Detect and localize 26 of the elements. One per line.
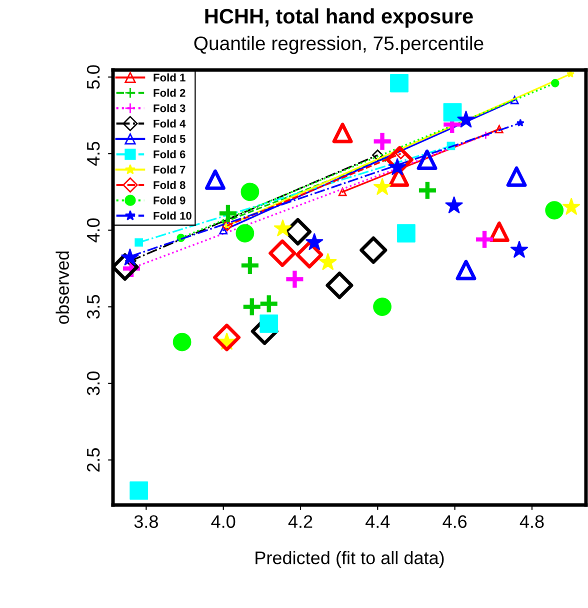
x-tick-label: 3.8 xyxy=(134,515,158,528)
legend-label: Fold 10 xyxy=(154,212,192,220)
y-axis-title: observed xyxy=(56,252,69,324)
y-tick-label: 5.0 xyxy=(86,65,100,89)
legend-label: Fold 1 xyxy=(154,73,186,82)
chart-subtitle: Quantile regression, 75.percentile xyxy=(194,36,484,54)
chart-title: HCHH, total hand exposure xyxy=(205,8,473,28)
y-tick-label: 2.5 xyxy=(86,448,100,472)
legend-label: Fold 8 xyxy=(154,180,186,189)
legend-label: Fold 5 xyxy=(154,134,186,143)
legend-label: Fold 9 xyxy=(154,196,186,204)
x-tick-label: 4.4 xyxy=(366,515,390,528)
legend-label: Fold 7 xyxy=(154,165,186,174)
y-tick-label: 4.0 xyxy=(86,218,100,242)
y-tick-label: 3.5 xyxy=(86,295,100,319)
x-axis-title: Predicted (fit to all data) xyxy=(256,551,444,568)
x-tick-label: 4.8 xyxy=(520,515,544,528)
legend-label: Fold 6 xyxy=(154,150,186,158)
legend-label: Fold 2 xyxy=(154,88,186,97)
y-tick-label: 4.5 xyxy=(87,142,100,166)
x-tick-label: 4.2 xyxy=(288,515,312,528)
legend-label: Fold 3 xyxy=(154,104,186,112)
x-tick-label: 4.6 xyxy=(442,515,467,528)
x-tick-label: 4.0 xyxy=(211,515,236,528)
legend-label: Fold 4 xyxy=(154,119,186,128)
y-tick-label: 3.0 xyxy=(86,372,100,396)
